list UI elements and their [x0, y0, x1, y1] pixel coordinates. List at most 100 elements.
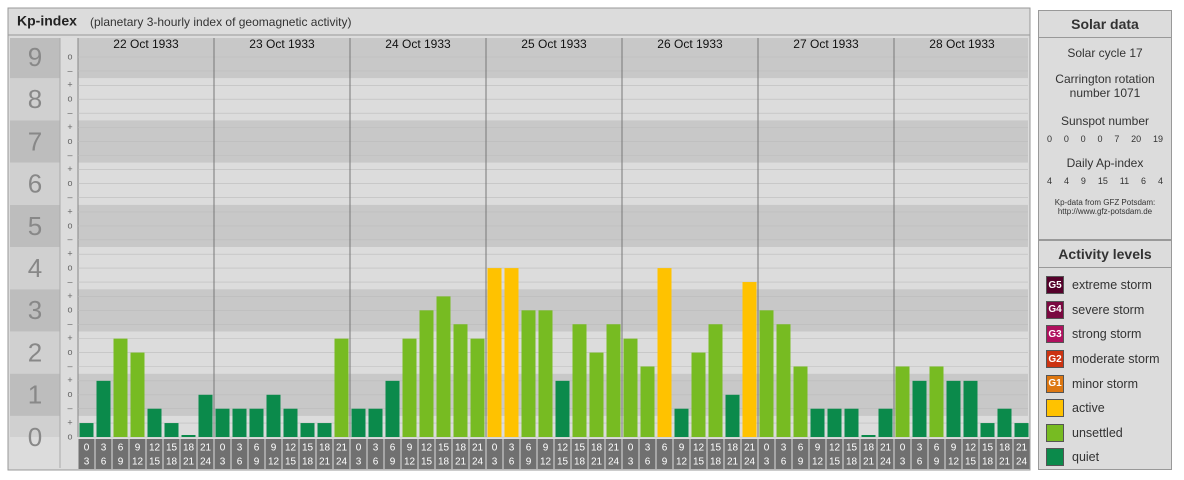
time-start: 9 — [271, 443, 277, 454]
bar — [878, 408, 893, 437]
legend-label: minor storm — [1072, 376, 1138, 391]
time-start: 0 — [764, 443, 770, 454]
legend-swatch: G3 — [1046, 325, 1064, 344]
sunspot-value: 0 — [1097, 134, 1103, 144]
time-box — [435, 439, 452, 469]
bar — [79, 423, 94, 437]
time-end: 21 — [999, 457, 1011, 468]
time-box — [367, 439, 384, 469]
legend-item: active — [1039, 396, 1171, 421]
level-band — [10, 38, 60, 79]
level-band — [10, 120, 60, 163]
legend-item: G4 severe storm — [1039, 298, 1171, 323]
minor-tick-label: + — [67, 333, 72, 343]
time-box — [877, 439, 894, 469]
time-box — [690, 439, 707, 469]
time-end: 9 — [662, 457, 668, 468]
minor-tick-label: + — [67, 249, 72, 259]
time-box — [996, 439, 1013, 469]
day-label: 23 Oct 1933 — [249, 37, 315, 51]
time-end: 12 — [812, 457, 824, 468]
time-end: 21 — [319, 457, 331, 468]
bar — [946, 380, 961, 437]
time-start: 12 — [829, 443, 841, 454]
legend-swatch — [1046, 423, 1064, 442]
bar — [776, 324, 791, 437]
time-end: 21 — [727, 457, 739, 468]
minor-tick-label: o — [67, 305, 72, 315]
time-end: 3 — [900, 457, 906, 468]
bar — [674, 408, 689, 437]
bar — [504, 268, 519, 437]
ap-values: 4 4 9 15 11 6 4 — [1039, 176, 1171, 186]
time-start: 18 — [863, 443, 875, 454]
bar — [997, 408, 1012, 437]
legend-label: extreme storm — [1072, 278, 1152, 293]
bar — [742, 282, 757, 437]
time-end: 21 — [183, 457, 195, 468]
day-label: 26 Oct 1933 — [657, 37, 723, 51]
time-end: 24 — [1016, 457, 1028, 468]
minor-tick-label: + — [67, 417, 72, 427]
legend-swatch: G5 — [1046, 276, 1064, 295]
time-start: 18 — [999, 443, 1011, 454]
bar — [300, 423, 315, 437]
sunspot-title: Sunspot number — [1060, 114, 1150, 128]
y-tick-label: 4 — [28, 253, 42, 283]
time-box — [894, 439, 911, 469]
band — [10, 437, 78, 469]
time-box — [673, 439, 690, 469]
time-start: 18 — [591, 443, 603, 454]
time-end: 9 — [118, 457, 124, 468]
time-end: 12 — [948, 457, 960, 468]
time-box — [469, 439, 486, 469]
legend-item: G5 extreme storm — [1039, 273, 1171, 298]
time-box — [826, 439, 843, 469]
time-box — [384, 439, 401, 469]
bar — [147, 408, 162, 437]
minor-tick-label: – — [67, 319, 72, 329]
time-start: 12 — [557, 443, 569, 454]
y-tick-label: 3 — [28, 295, 42, 325]
legend-label: quiet — [1072, 450, 1100, 465]
bar — [810, 408, 825, 437]
time-start: 6 — [934, 443, 940, 454]
time-end: 9 — [254, 457, 260, 468]
time-end: 6 — [781, 457, 787, 468]
bar — [215, 408, 230, 437]
sunspot-value: 7 — [1114, 134, 1120, 144]
time-end: 21 — [591, 457, 603, 468]
time-end: 12 — [268, 457, 280, 468]
time-start: 6 — [662, 443, 668, 454]
time-end: 24 — [744, 457, 756, 468]
activity-title: Activity levels — [1039, 241, 1171, 268]
time-start: 0 — [84, 443, 90, 454]
level-band — [10, 78, 60, 121]
activity-panel: Activity levels G5 extreme storm G4 severe … — [1038, 240, 1172, 470]
bar — [691, 352, 706, 437]
minor-tick-label: + — [67, 122, 72, 132]
minor-tick-label: – — [67, 65, 72, 75]
level-band — [10, 373, 60, 416]
time-start: 9 — [951, 443, 957, 454]
minor-tick-label: + — [67, 80, 72, 90]
time-end: 15 — [149, 457, 161, 468]
time-start: 15 — [846, 443, 858, 454]
minor-tick-label: o — [67, 178, 72, 188]
y-tick-label: 5 — [28, 211, 42, 241]
y-tick-label: 7 — [28, 126, 42, 156]
time-end: 6 — [917, 457, 923, 468]
time-box — [860, 439, 877, 469]
time-end: 6 — [509, 457, 515, 468]
day-label: 28 Oct 1933 — [929, 37, 995, 51]
time-end: 18 — [438, 457, 450, 468]
time-box — [537, 439, 554, 469]
time-box — [622, 439, 639, 469]
time-box — [792, 439, 809, 469]
chart-title: Kp-index — [17, 13, 77, 29]
sunspot-value: 0 — [1063, 134, 1069, 144]
time-end: 3 — [628, 457, 634, 468]
time-end: 6 — [645, 457, 651, 468]
time-box — [95, 439, 112, 469]
legend-swatch — [1046, 399, 1064, 418]
